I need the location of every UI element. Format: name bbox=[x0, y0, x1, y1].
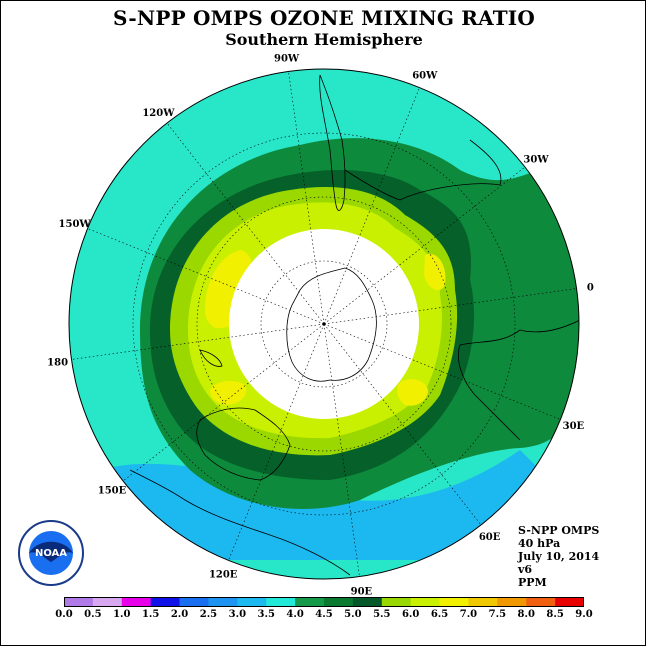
info-instrument: S-NPP OMPS bbox=[518, 524, 600, 537]
meridian-line bbox=[323, 288, 577, 325]
colorbar-tick-label: 6.5 bbox=[430, 609, 449, 620]
coastline-new-zealand bbox=[199, 349, 223, 367]
coastline-africa bbox=[458, 319, 579, 441]
colorbar-segment bbox=[381, 597, 411, 607]
ozone-field bbox=[69, 69, 579, 579]
info-block: S-NPP OMPS 40 hPa July 10, 2014 v6 PPM bbox=[518, 524, 599, 589]
colorbar-tick-label: 8.5 bbox=[546, 609, 564, 620]
colorbar-tick-label: 2.5 bbox=[199, 609, 218, 620]
info-level: 40 hPa bbox=[518, 537, 561, 550]
colorbar-border bbox=[64, 597, 584, 607]
coastline-south-america bbox=[319, 74, 502, 211]
meridian-line bbox=[323, 323, 360, 577]
meridian-line bbox=[288, 71, 325, 325]
colorbar-tick-label: 2.0 bbox=[170, 609, 189, 620]
colorbar-segment bbox=[237, 597, 267, 607]
info-date: July 10, 2014 bbox=[518, 550, 600, 563]
longitude-label: 90E bbox=[351, 586, 373, 597]
colorbar-segment bbox=[266, 597, 296, 607]
colorbar-segment bbox=[497, 597, 527, 607]
meridian-line bbox=[71, 323, 325, 360]
colorbar-segment bbox=[179, 597, 209, 607]
colorbar-tick-label: 5.5 bbox=[373, 609, 391, 620]
longitude-label: 30E bbox=[563, 421, 585, 432]
meridian-line bbox=[166, 122, 325, 325]
logo-text: NOAA bbox=[35, 548, 67, 559]
colorbar-segment bbox=[64, 597, 94, 607]
colorbar-segment bbox=[121, 597, 151, 607]
colorbar-tick-label: 4.5 bbox=[315, 609, 333, 620]
longitude-label: 150W bbox=[59, 219, 92, 230]
colorbar-tick-label: 0.0 bbox=[55, 609, 73, 620]
colorbar-tick-label: 4.0 bbox=[286, 609, 304, 620]
map-boundary bbox=[68, 68, 580, 580]
south-pole-marker bbox=[322, 322, 326, 326]
colorbar-segment bbox=[468, 597, 498, 607]
longitude-label: 150E bbox=[98, 486, 127, 497]
longitude-label: 120W bbox=[142, 108, 175, 119]
colorbar-segment bbox=[295, 597, 325, 607]
ozone-region-6-6.5 bbox=[397, 378, 428, 406]
colorbar-segment bbox=[526, 597, 556, 607]
coastlines bbox=[129, 74, 579, 576]
meridian-line bbox=[323, 323, 482, 526]
longitude-label: 60E bbox=[479, 532, 501, 543]
colorbar-tick-label: 3.5 bbox=[257, 609, 275, 620]
longitude-label: 90W bbox=[274, 54, 300, 65]
graticule bbox=[71, 71, 577, 577]
logo-bird bbox=[29, 541, 73, 562]
latitude-circle bbox=[132, 132, 516, 516]
colorbar-tick-label: 5.0 bbox=[344, 609, 362, 620]
ozone-region-6-6.5 bbox=[210, 380, 247, 405]
colorbar-labels: 0.0 0.5 1.0 1.5 2.0 2.5 3.0 3.5 4.0 4.5 5.0 5.5 6.0 6… bbox=[0, 609, 648, 623]
longitude-labels: 90W 60W 30W 0 30E 60E 90E 120E 150E 180 150W 120W bbox=[47, 54, 594, 598]
meridian-line bbox=[323, 87, 420, 325]
colorbar-segment bbox=[439, 597, 469, 607]
colorbar-segment bbox=[150, 597, 180, 607]
colorbar-segment bbox=[352, 597, 383, 607]
colorbar-tick-label: 8.0 bbox=[517, 609, 535, 620]
meridian-line bbox=[87, 228, 325, 325]
meridian-line bbox=[122, 323, 325, 482]
longitude-label: 0 bbox=[587, 283, 594, 294]
map-subtitle: Southern Hemisphere bbox=[225, 30, 423, 49]
longitude-label: 60W bbox=[412, 71, 438, 82]
meridian-line bbox=[323, 323, 561, 420]
noaa-logo: NOAA bbox=[18, 520, 84, 586]
colorbar-tick-label: 6.0 bbox=[401, 609, 420, 620]
colorbar-segment bbox=[410, 597, 440, 607]
colorbar-tick-label: 9.0 bbox=[575, 609, 593, 620]
meridian-line bbox=[323, 166, 526, 325]
colorbar bbox=[64, 597, 584, 607]
coastline-indonesia bbox=[129, 469, 351, 576]
colorbar-segment bbox=[555, 597, 584, 607]
info-version: v6 bbox=[518, 563, 533, 576]
colorbar-segment bbox=[208, 597, 238, 607]
colorbar-tick-label: 0.5 bbox=[84, 609, 102, 620]
colorbar-segment bbox=[324, 597, 354, 607]
colorbar-tick-label: 3.0 bbox=[228, 609, 247, 620]
latitude-circle bbox=[196, 196, 452, 452]
colorbar-tick-label: 1.0 bbox=[113, 609, 131, 620]
longitude-label: 30W bbox=[523, 154, 549, 165]
latitude-circle bbox=[260, 260, 388, 388]
longitude-label: 180 bbox=[47, 357, 68, 368]
longitude-label: 120E bbox=[209, 569, 238, 580]
colorbar-tick-label: 1.5 bbox=[141, 609, 160, 620]
ozone-region-6-6.5 bbox=[424, 253, 446, 291]
colorbar-tick-label: 7.5 bbox=[488, 609, 507, 620]
map-title: S-NPP OMPS OZONE MIXING RATIO bbox=[113, 6, 535, 30]
coastline-australia bbox=[196, 407, 291, 481]
info-units: PPM bbox=[518, 576, 547, 589]
meridian-line bbox=[228, 323, 325, 561]
colorbar-tick-label: 7.0 bbox=[459, 609, 478, 620]
coastline-antarctica bbox=[286, 267, 377, 382]
colorbar-segment bbox=[92, 597, 123, 607]
